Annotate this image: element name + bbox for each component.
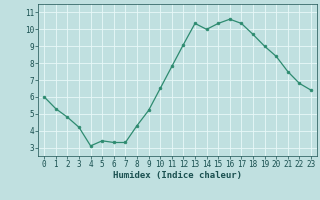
X-axis label: Humidex (Indice chaleur): Humidex (Indice chaleur)	[113, 171, 242, 180]
